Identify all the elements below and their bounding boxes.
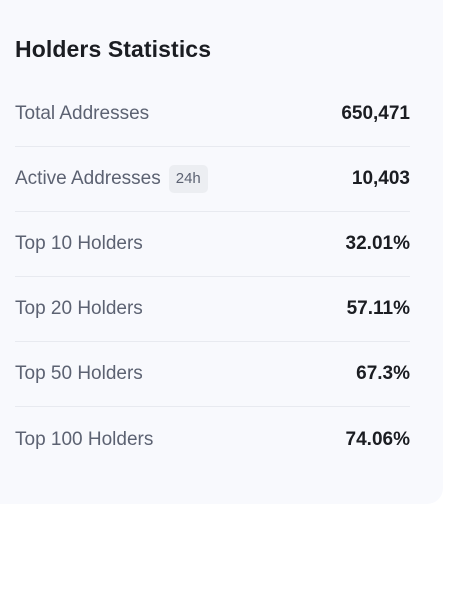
stat-row-top-50-holders: Top 50 Holders 67.3% [15, 342, 410, 407]
stat-value: 10,403 [351, 168, 410, 189]
stat-label: Active Addresses [15, 168, 161, 189]
stat-value: 650,471 [341, 103, 410, 124]
stat-value: 32.01% [345, 233, 410, 254]
period-badge: 24h [168, 165, 208, 193]
stat-label: Top 10 Holders [15, 233, 143, 254]
stat-label: Total Addresses [15, 103, 150, 124]
stat-label: Top 100 Holders [15, 428, 154, 450]
holders-statistics-card: Holders Statistics Total Addresses 650,4… [15, 36, 410, 472]
card-title: Holders Statistics [15, 36, 212, 62]
stat-label-group: Active Addresses 24h [15, 165, 208, 193]
stat-label: Top 20 Holders [15, 298, 143, 319]
stat-value: 67.3% [356, 363, 410, 384]
stat-row-top-20-holders: Top 20 Holders 57.11% [15, 277, 410, 342]
stat-row-top-10-holders: Top 10 Holders 32.01% [15, 212, 410, 277]
stat-row-top-100-holders: Top 100 Holders 74.06% [15, 407, 410, 472]
stat-row-total-addresses: Total Addresses 650,471 [15, 82, 410, 147]
stat-value: 57.11% [346, 298, 410, 319]
stats-list: Total Addresses 650,471 Active Addresses… [15, 82, 410, 472]
stat-label: Top 50 Holders [15, 363, 143, 384]
stat-value: 74.06% [345, 428, 410, 450]
stat-row-active-addresses: Active Addresses 24h 10,403 [15, 147, 410, 212]
